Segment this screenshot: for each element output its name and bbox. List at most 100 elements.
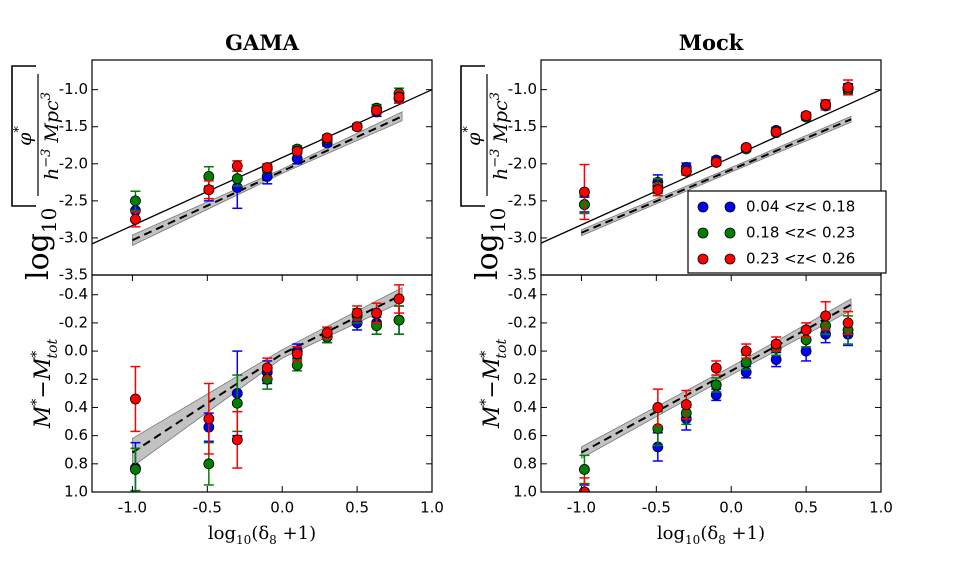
data-point	[820, 99, 831, 110]
label-part: *	[478, 351, 494, 358]
data-point	[130, 464, 141, 475]
data-point	[652, 184, 664, 196]
fit-line	[580, 303, 852, 454]
data-point	[291, 145, 303, 157]
label-part: +1)	[277, 523, 316, 544]
y-tick-label: -3.0	[508, 228, 537, 246]
y-tick-label: -1.5	[508, 117, 537, 135]
label-part: (δ	[251, 523, 269, 544]
data-point	[261, 162, 273, 173]
data-point	[710, 156, 722, 168]
data-point	[393, 314, 405, 326]
data-point	[203, 170, 215, 182]
bracket	[11, 65, 36, 207]
legend-marker	[724, 227, 736, 239]
plot-area	[130, 284, 405, 492]
label-part: φ	[14, 132, 36, 146]
data-point	[203, 413, 215, 425]
y-tick-label: -1.5	[59, 117, 88, 135]
data-point	[203, 458, 215, 470]
legend-box	[687, 190, 887, 274]
label-part: (δ	[700, 523, 718, 544]
label-part: Mpc	[490, 100, 512, 149]
data-point	[351, 307, 363, 319]
y-tick-label: -1.0	[508, 80, 537, 98]
label-part: 8	[269, 533, 277, 547]
y-label-denominator: h−3 Mpc3	[488, 92, 512, 180]
y-tick-label: 0.0	[513, 342, 537, 360]
label-part: *	[12, 126, 27, 133]
panel: 1.0 0.8 0.6 0.4 0.2 0.0 -0.2 -0.4 -1.0 -0.5 0.0 0.5…	[478, 274, 893, 547]
label-part: M	[31, 405, 56, 429]
label-part: 10	[685, 533, 700, 547]
x-tick-label: -0.5	[642, 499, 671, 517]
legend-marker	[697, 227, 709, 239]
label-part: Mpc	[41, 100, 63, 149]
data-point	[291, 348, 303, 360]
data-point	[842, 82, 854, 93]
y-tick-label: 0.6	[64, 426, 88, 444]
data-point	[680, 165, 692, 177]
legend-marker	[697, 253, 709, 265]
data-point	[321, 132, 333, 144]
y-tick-label: -0.2	[508, 313, 537, 331]
y-tick-label: 0.6	[513, 426, 537, 444]
data-point	[130, 213, 141, 225]
x-tick-label: 1.0	[420, 499, 444, 517]
data-point	[231, 160, 243, 172]
data-point	[393, 293, 405, 305]
data-point	[351, 121, 363, 133]
y-tick-label: -3.0	[59, 228, 88, 246]
y-label-denominator: h−3 Mpc3	[39, 92, 63, 180]
y-label-log: log10	[470, 208, 510, 280]
data-point	[740, 345, 752, 357]
label-part: 10	[486, 208, 510, 233]
label-part: +1)	[726, 523, 765, 544]
data-point	[231, 173, 243, 185]
y-tick-label: 0.2	[513, 370, 537, 388]
fit-line	[132, 115, 403, 242]
y-tick-label: 1.0	[64, 483, 88, 501]
data-point	[130, 195, 141, 207]
label-part: log	[208, 523, 236, 544]
plot-area	[579, 298, 854, 492]
y-axis-label: M*−M*tot	[478, 339, 510, 430]
x-axis-label: log10(δ8 +1)	[208, 523, 316, 547]
label-part: −M	[31, 357, 56, 398]
y-tick-label: 1.0	[513, 483, 537, 501]
axes-frame	[91, 274, 433, 493]
data-point	[371, 105, 382, 116]
y-tick-label: -3.5	[59, 266, 88, 284]
data-point	[820, 310, 831, 322]
y-tick-label: -2.0	[59, 154, 88, 172]
label-part: 10	[236, 533, 251, 547]
plot-area	[541, 79, 881, 244]
label-part: *	[29, 399, 45, 406]
label-part: h	[41, 168, 63, 180]
label-part: −3	[488, 149, 503, 168]
data-point	[770, 338, 782, 350]
y-tick-label: 0.4	[513, 398, 537, 416]
y-tick-label: -0.4	[59, 285, 88, 303]
x-tick-label: -0.5	[193, 499, 222, 517]
data-point	[261, 362, 273, 374]
y-label-numerator: φ*	[12, 126, 36, 146]
y-tick-label: -2.5	[59, 191, 88, 209]
y-tick-label: -0.2	[59, 313, 88, 331]
label-part: −M	[480, 357, 505, 398]
label-part: 8	[718, 533, 726, 547]
y-tick-label: -1.0	[59, 80, 88, 98]
label-part: log	[657, 523, 685, 544]
label-part: *	[478, 399, 494, 406]
panel-title: GAMA	[225, 30, 299, 55]
bracket	[460, 65, 485, 207]
data-point	[740, 142, 752, 153]
data-point	[231, 434, 243, 446]
legend: 0.04 <z< 0.18 0.18 <z< 0.23 0.23 <z< 0.26	[687, 190, 887, 274]
y-label-text: M*−M*tot	[29, 339, 61, 430]
x-tick-label: -1.0	[118, 499, 147, 517]
x-axis-label: log10(δ8 +1)	[657, 523, 765, 547]
data-point	[231, 397, 243, 409]
data-point	[130, 393, 141, 405]
